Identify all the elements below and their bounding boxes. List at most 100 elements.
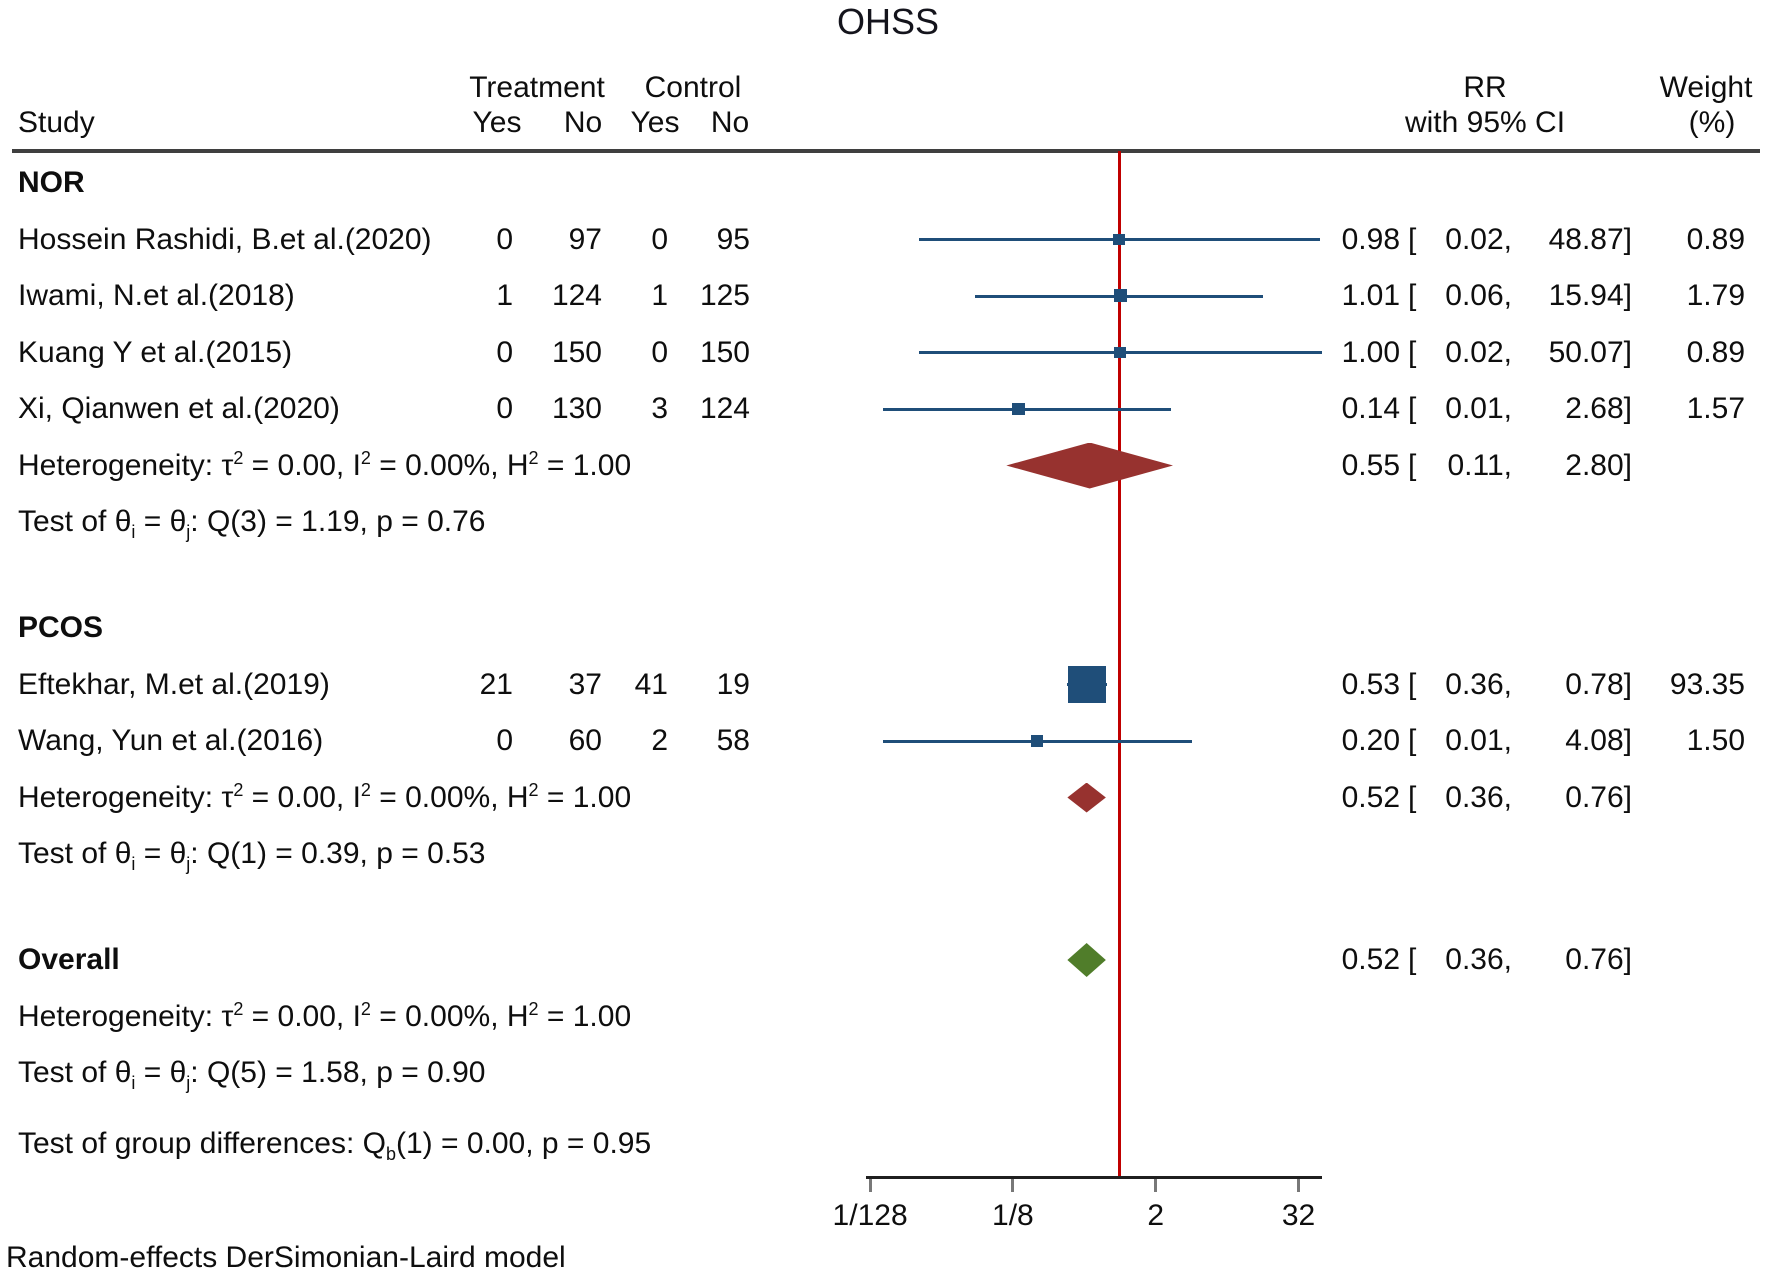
rr-estimate: 1.01 bbox=[1341, 279, 1400, 312]
group-differences-text: Test of group differences: Qb(1) = 0.00,… bbox=[18, 1127, 652, 1164]
axis-tick-label: 1/128 bbox=[832, 1199, 908, 1232]
col-header-control: Control bbox=[644, 71, 742, 104]
rr-estimate: 0.20 bbox=[1341, 724, 1400, 757]
study-name: Iwami, N.et al.(2018) bbox=[18, 279, 295, 312]
rr-ci-low: 0.06, bbox=[1445, 279, 1512, 312]
point-estimate bbox=[1030, 734, 1044, 748]
control-no-count: 150 bbox=[699, 335, 750, 369]
control-no-count: 125 bbox=[699, 279, 750, 312]
rr-open-bracket: [ bbox=[1408, 448, 1417, 482]
rr-ci-high: 2.80] bbox=[1565, 448, 1632, 482]
rr-ci-high: 50.07] bbox=[1548, 335, 1632, 369]
weight-value: 1.57 bbox=[1686, 392, 1745, 425]
axis-tick bbox=[1297, 1179, 1300, 1192]
axis-tick bbox=[1011, 1179, 1015, 1192]
rr-estimate: 1.00 bbox=[1341, 335, 1400, 369]
control-yes-count: 41 bbox=[634, 667, 668, 701]
treatment-no-count: 150 bbox=[551, 335, 602, 369]
axis-tick-label: 2 bbox=[1147, 1199, 1165, 1232]
rr-estimate: 0.53 bbox=[1341, 667, 1400, 701]
point-estimate bbox=[1114, 346, 1126, 359]
control-yes-count: 0 bbox=[651, 222, 668, 256]
weight-value: 1.50 bbox=[1686, 724, 1745, 757]
group-label: NOR bbox=[18, 166, 85, 199]
treatment-no-count: 97 bbox=[568, 222, 602, 256]
rr-open-bracket: [ bbox=[1408, 222, 1417, 256]
rr-ci-high: 0.76] bbox=[1565, 780, 1632, 814]
point-estimate bbox=[1114, 289, 1127, 303]
chart-title: OHSS bbox=[836, 1, 940, 42]
control-yes-count: 0 bbox=[651, 335, 668, 369]
axis-tick bbox=[1154, 1179, 1158, 1192]
rr-estimate: 0.14 bbox=[1341, 392, 1400, 425]
ci-line bbox=[882, 407, 1171, 411]
rr-open-bracket: [ bbox=[1408, 943, 1417, 976]
point-estimate bbox=[1113, 233, 1125, 246]
rr-ci-high: 4.08] bbox=[1565, 724, 1632, 757]
study-name: Eftekhar, M.et al.(2019) bbox=[18, 667, 330, 701]
rr-open-bracket: [ bbox=[1408, 279, 1417, 312]
axis-tick bbox=[868, 1179, 872, 1192]
col-header-treatment-yes: Yes bbox=[472, 106, 522, 139]
rr-ci-low: 0.02, bbox=[1445, 335, 1512, 369]
col-header-weight-pct: (%) bbox=[1688, 106, 1736, 139]
summary-diamond bbox=[1067, 782, 1106, 813]
treatment-no-count: 124 bbox=[551, 279, 602, 312]
weight-value: 0.89 bbox=[1686, 222, 1745, 256]
weight-value: 93.35 bbox=[1669, 667, 1745, 701]
heterogeneity-text: Heterogeneity: τ2 = 0.00, I2 = 0.00%, H2… bbox=[18, 447, 632, 482]
axis-tick-label: 32 bbox=[1281, 1199, 1316, 1232]
summary-diamond bbox=[1067, 943, 1106, 977]
treatment-no-count: 130 bbox=[551, 392, 602, 425]
point-estimate bbox=[1068, 665, 1107, 704]
rr-estimate: 0.98 bbox=[1341, 222, 1400, 256]
rr-ci-low: 0.01, bbox=[1445, 392, 1512, 425]
overall-test-text: Test of θi = θj: Q(5) = 1.58, p = 0.90 bbox=[18, 1056, 486, 1093]
rr-ci-high: 15.94] bbox=[1548, 279, 1632, 312]
control-no-count: 95 bbox=[716, 222, 750, 256]
rr-ci-low: 0.01, bbox=[1445, 724, 1512, 757]
axis-line bbox=[866, 1176, 1322, 1179]
control-yes-count: 3 bbox=[651, 392, 668, 425]
header-rule bbox=[12, 149, 1760, 153]
rr-ci-high: 0.76] bbox=[1565, 943, 1632, 976]
study-name: Xi, Qianwen et al.(2020) bbox=[18, 392, 340, 425]
col-header-rr: RR bbox=[1463, 71, 1507, 104]
rr-estimate: 0.55 bbox=[1341, 448, 1400, 482]
control-no-count: 19 bbox=[716, 667, 750, 701]
model-note: Random-effects DerSimonian-Laird model bbox=[6, 1241, 566, 1274]
col-header-control-yes: Yes bbox=[630, 106, 680, 139]
axis-tick-label: 1/8 bbox=[992, 1199, 1034, 1232]
reference-line bbox=[1118, 151, 1121, 1177]
treatment-yes-count: 1 bbox=[496, 279, 513, 312]
rr-open-bracket: [ bbox=[1408, 724, 1417, 757]
study-name: Kuang Y et al.(2015) bbox=[18, 335, 293, 369]
homogeneity-test-text: Test of θi = θj: Q(3) = 1.19, p = 0.76 bbox=[18, 505, 486, 542]
col-header-weight: Weight bbox=[1659, 71, 1753, 104]
control-no-count: 58 bbox=[716, 724, 750, 757]
treatment-yes-count: 0 bbox=[496, 724, 513, 757]
weight-value: 0.89 bbox=[1686, 335, 1745, 369]
treatment-yes-count: 0 bbox=[496, 222, 513, 256]
treatment-yes-count: 0 bbox=[496, 335, 513, 369]
col-header-treatment: Treatment bbox=[469, 71, 605, 104]
rr-ci-low: 0.36, bbox=[1445, 780, 1512, 814]
overall-label: Overall bbox=[18, 943, 120, 976]
col-header-control-no: No bbox=[710, 106, 750, 139]
treatment-yes-count: 0 bbox=[496, 392, 513, 425]
weight-value: 1.79 bbox=[1686, 279, 1745, 312]
rr-ci-high: 48.87] bbox=[1548, 222, 1632, 256]
control-yes-count: 2 bbox=[651, 724, 668, 757]
rr-open-bracket: [ bbox=[1408, 335, 1417, 369]
point-estimate bbox=[1012, 402, 1026, 416]
summary-diamond bbox=[1006, 442, 1174, 489]
overall-heterogeneity-text: Heterogeneity: τ2 = 0.00, I2 = 0.00%, H2… bbox=[18, 998, 632, 1033]
rr-ci-high: 0.78] bbox=[1565, 667, 1632, 701]
rr-estimate: 0.52 bbox=[1341, 943, 1400, 976]
rr-open-bracket: [ bbox=[1408, 667, 1417, 701]
control-yes-count: 1 bbox=[651, 279, 668, 312]
rr-ci-low: 0.36, bbox=[1445, 667, 1512, 701]
study-name: Wang, Yun et al.(2016) bbox=[18, 724, 324, 757]
study-name: Hossein Rashidi, B.et al.(2020) bbox=[18, 222, 432, 256]
